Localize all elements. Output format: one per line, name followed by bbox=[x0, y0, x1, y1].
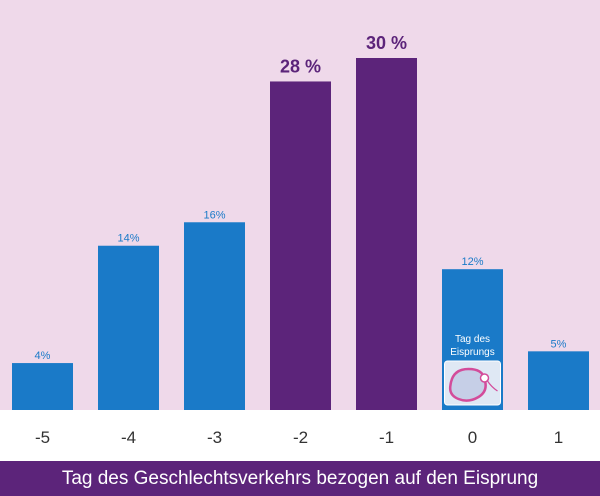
bar--4 bbox=[98, 245, 159, 410]
value-label--2: 28 % bbox=[280, 56, 321, 76]
bar--5 bbox=[12, 363, 73, 410]
value-label--1: 30 % bbox=[366, 33, 407, 53]
tick-label-0: 0 bbox=[468, 428, 477, 447]
bar--3 bbox=[184, 222, 245, 410]
tick-label-1: 1 bbox=[554, 428, 563, 447]
value-label--3: 16% bbox=[203, 209, 225, 221]
ovum-sperm-icon bbox=[444, 360, 501, 406]
x-axis-title: Tag des Geschlechtsverkehrs bezogen auf … bbox=[61, 467, 539, 489]
tick-label--1: -1 bbox=[379, 428, 394, 447]
tick-label--5: -5 bbox=[35, 428, 50, 447]
tick-label--3: -3 bbox=[207, 428, 222, 447]
value-label-1: 5% bbox=[551, 338, 567, 350]
value-label--5: 4% bbox=[35, 350, 51, 362]
ovulation-label-line2: Eisprungs bbox=[450, 347, 494, 358]
tick-labels: -5 -4 -3 -2 -1 0 1 bbox=[35, 428, 563, 447]
bar-1 bbox=[528, 351, 589, 410]
ovulation-marker: Tag des Eisprungs bbox=[444, 334, 501, 406]
value-label--4: 14% bbox=[117, 233, 139, 245]
value-label-0: 12% bbox=[461, 256, 483, 268]
tick-band bbox=[0, 410, 600, 461]
bar--2 bbox=[270, 81, 331, 410]
tick-label--4: -4 bbox=[121, 428, 136, 447]
bar--1 bbox=[356, 58, 417, 410]
x-axis-title-band: Tag des Geschlechtsverkehrs bezogen auf … bbox=[0, 461, 600, 496]
value-labels: 4% 14% 16% 28 % 30 % 12% 5% bbox=[35, 33, 567, 362]
ovulation-label-line1: Tag des bbox=[455, 334, 490, 345]
tick-label--2: -2 bbox=[293, 428, 308, 447]
